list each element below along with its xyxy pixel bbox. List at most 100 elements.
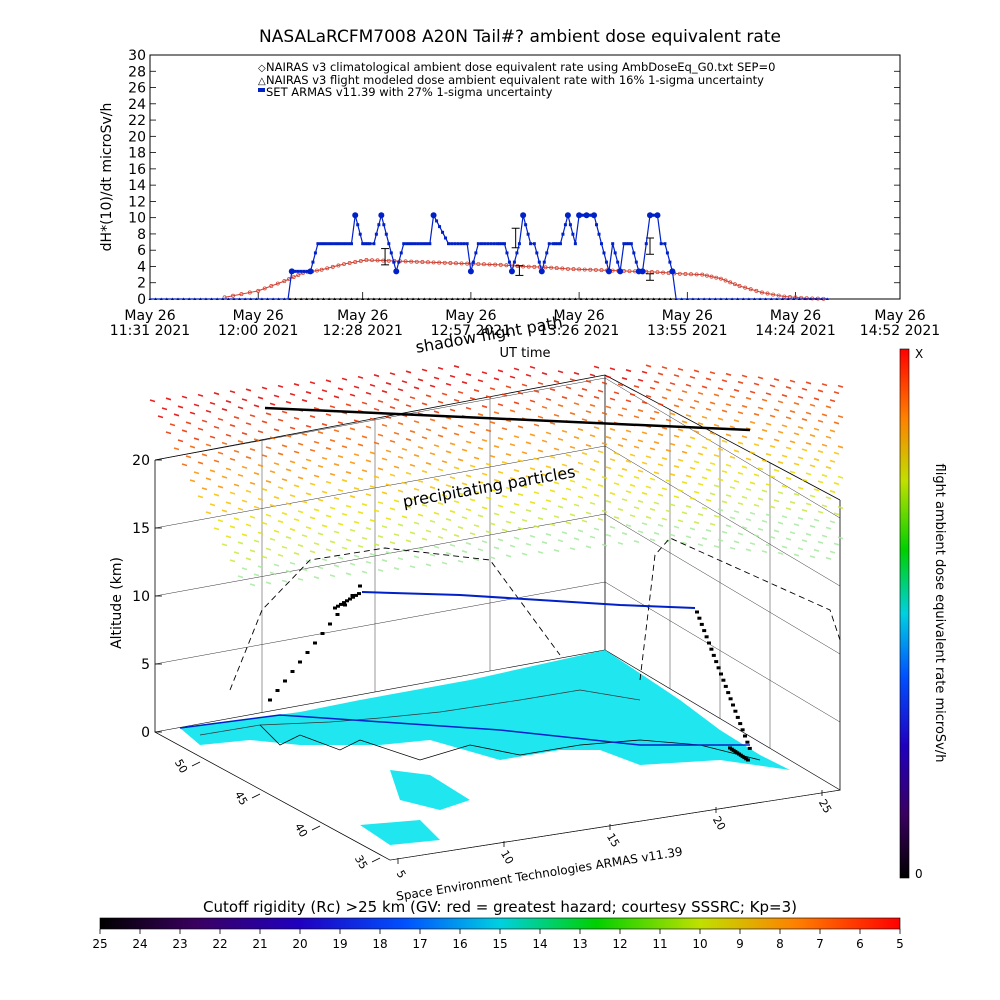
particle-dash xyxy=(241,533,248,537)
particle-dash xyxy=(313,508,320,512)
particle-dash xyxy=(341,445,348,449)
series-armas-point xyxy=(363,242,367,246)
particle-dash xyxy=(553,549,560,553)
particle-dash xyxy=(241,567,248,571)
series-armas-point xyxy=(296,269,300,273)
particle-dash xyxy=(553,481,560,485)
ascent-point xyxy=(313,641,317,645)
particle-dash xyxy=(433,511,440,515)
particle-dash xyxy=(525,407,532,411)
particle-dash xyxy=(705,438,712,442)
particle-dash xyxy=(433,376,440,380)
particle-dash xyxy=(529,399,536,403)
particle-dash xyxy=(429,519,436,523)
particle-dash xyxy=(181,463,188,467)
rigidity-tick-label: 16 xyxy=(452,937,467,951)
particle-dash xyxy=(509,544,516,548)
particle-dash xyxy=(317,566,324,570)
projection-dashed-line-right xyxy=(639,537,841,681)
particle-dash xyxy=(177,439,184,443)
particle-dash xyxy=(453,365,460,369)
particle-dash xyxy=(445,450,452,454)
grid-line xyxy=(154,445,606,529)
series-armas-point xyxy=(387,242,391,246)
series-climatological-point xyxy=(465,261,470,266)
particle-dash xyxy=(569,513,576,517)
particle-dash xyxy=(285,536,292,540)
particle-dash xyxy=(805,411,812,415)
particle-dash xyxy=(677,458,684,462)
particle-dash xyxy=(317,532,324,536)
series-armas-point xyxy=(551,242,555,246)
particle-dash xyxy=(701,476,708,480)
particle-dash xyxy=(505,520,512,524)
colorbar-max-label: X xyxy=(915,347,923,361)
particle-dash xyxy=(361,401,368,405)
particle-dash xyxy=(373,475,380,479)
particle-dash xyxy=(205,409,212,413)
particle-dash xyxy=(201,487,208,491)
particle-dash xyxy=(749,390,756,394)
particle-dash xyxy=(273,394,280,398)
particle-dash xyxy=(625,429,632,433)
legend-marker-diamond-icon: ◇ xyxy=(258,63,266,74)
particle-dash xyxy=(273,496,280,500)
particle-dash xyxy=(741,374,748,378)
particle-dash xyxy=(661,457,668,461)
particle-dash xyxy=(789,531,796,535)
chart-title: NASALaRCFM7008 A20N Tail#? ambient dose … xyxy=(259,27,781,47)
particle-dash xyxy=(461,381,468,385)
particle-dash xyxy=(793,492,800,496)
particle-dash xyxy=(529,467,536,471)
particle-dash xyxy=(273,563,280,567)
particle-dash xyxy=(685,474,692,478)
particle-dash xyxy=(329,439,336,443)
particle-dash xyxy=(765,452,772,456)
particle-dash xyxy=(377,467,384,471)
ascent-point xyxy=(351,595,355,599)
series-armas-point xyxy=(305,269,309,273)
particle-dash xyxy=(465,508,472,512)
particle-dash xyxy=(709,401,716,405)
particle-dash xyxy=(281,579,288,583)
particle-dash xyxy=(441,426,448,430)
series-armas-point xyxy=(507,260,511,264)
series-climatological-point xyxy=(498,262,503,267)
cutoff-rigidity-colorbar: Cutoff rigidity (Rc) >25 km (GV: red = g… xyxy=(92,898,903,951)
particle-dash xyxy=(305,391,312,395)
series-armas-point xyxy=(453,242,457,246)
series-armas-point xyxy=(450,242,454,246)
descent-point xyxy=(743,734,747,738)
particle-dash xyxy=(305,492,312,496)
particle-dash xyxy=(257,430,264,434)
descent-point xyxy=(709,647,714,651)
particle-dash xyxy=(325,548,332,552)
particle-dash xyxy=(409,565,416,569)
particle-dash xyxy=(593,395,600,399)
particle-dash xyxy=(745,518,752,522)
particle-dash xyxy=(285,569,292,573)
series-armas-point xyxy=(634,260,638,264)
particle-dash xyxy=(713,545,720,549)
series-climatological-point xyxy=(262,286,267,291)
particle-dash xyxy=(421,436,428,440)
particle-dash xyxy=(685,505,692,509)
particle-dash xyxy=(453,534,460,538)
particle-dash xyxy=(557,471,564,475)
series-flight-modeled-point xyxy=(484,297,488,300)
series-climatological-point xyxy=(759,290,764,295)
particle-dash xyxy=(605,466,612,470)
dose-rate-timeseries: NASALaRCFM7008 A20N Tail#? ambient dose … xyxy=(99,27,940,361)
particle-dash xyxy=(445,382,452,386)
series-armas-point xyxy=(624,242,628,246)
particle-dash xyxy=(617,474,624,478)
particle-dash xyxy=(497,538,504,542)
particle-dash xyxy=(345,437,352,441)
z-tick-label: 10 xyxy=(132,589,150,605)
particle-dash xyxy=(381,457,388,461)
particle-dash xyxy=(245,523,252,527)
particle-dash xyxy=(469,430,476,434)
series-climatological-point xyxy=(748,287,753,292)
series-armas-point xyxy=(476,242,480,246)
particle-dash xyxy=(725,524,732,528)
